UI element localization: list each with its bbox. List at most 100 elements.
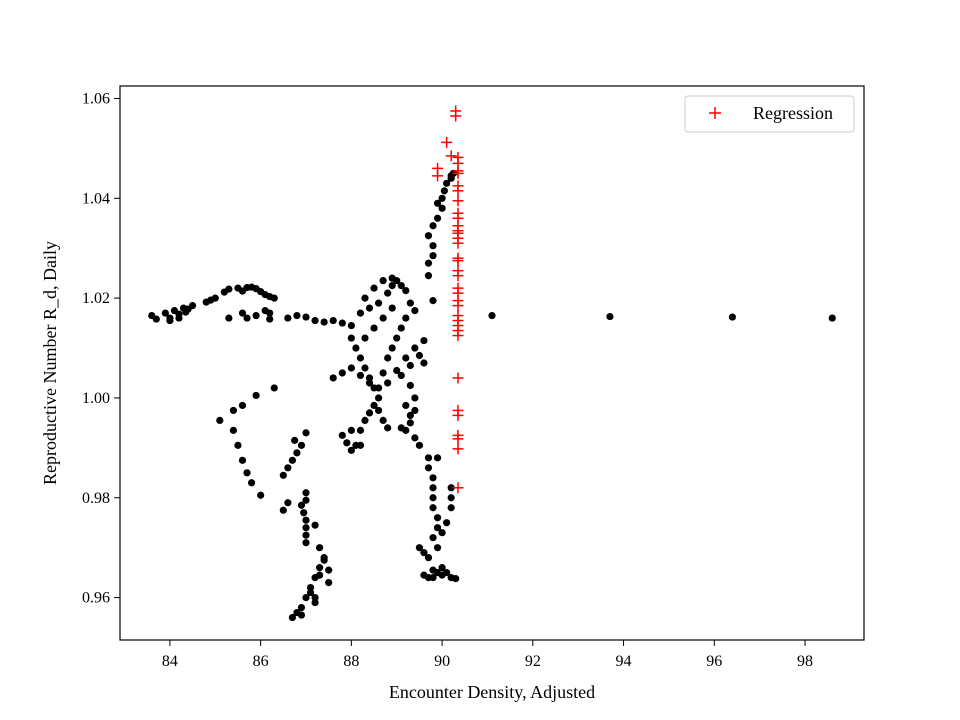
data-point	[443, 179, 451, 187]
data-point	[238, 456, 247, 464]
data-point	[302, 496, 310, 504]
data-point	[393, 366, 401, 375]
data-point	[243, 469, 251, 477]
data-point	[311, 521, 319, 529]
regression-point	[441, 136, 453, 148]
data-point	[302, 539, 310, 547]
data-point	[429, 574, 437, 582]
data-point	[402, 401, 410, 410]
data-point	[433, 524, 442, 532]
data-point	[297, 441, 306, 449]
x-axis: 84 86 88 90 92 94 96 98	[162, 640, 813, 670]
data-point	[302, 516, 310, 524]
data-point	[297, 501, 306, 509]
data-point	[152, 315, 160, 323]
data-point	[266, 315, 274, 323]
data-point	[388, 304, 396, 312]
x-tick-label: 84	[162, 653, 178, 670]
data-point	[161, 309, 169, 317]
data-point	[257, 491, 265, 499]
data-point	[384, 424, 392, 432]
data-point	[279, 471, 287, 479]
data-point	[402, 314, 410, 322]
data-point	[402, 287, 410, 295]
data-point	[384, 354, 392, 362]
data-point	[338, 431, 346, 439]
data-point	[365, 409, 374, 417]
data-point	[429, 484, 437, 492]
data-point	[429, 222, 437, 230]
data-point	[438, 529, 446, 537]
data-point	[356, 371, 365, 380]
x-tick-label: 94	[616, 653, 632, 670]
data-point	[356, 426, 365, 434]
legend-marker-plus	[709, 107, 721, 119]
data-point	[433, 454, 442, 462]
regression-point	[452, 409, 464, 421]
data-point	[347, 334, 355, 342]
data-point	[606, 312, 614, 321]
data-point	[320, 318, 328, 326]
data-point	[438, 194, 446, 202]
data-point	[420, 549, 428, 557]
data-point	[438, 564, 446, 572]
data-point	[406, 381, 414, 390]
data-point	[406, 411, 414, 420]
data-point	[166, 316, 174, 325]
data-point	[429, 297, 437, 305]
data-point	[429, 474, 437, 482]
data-point	[415, 441, 424, 449]
data-point	[284, 499, 292, 507]
data-point	[370, 401, 378, 410]
data-point	[329, 316, 337, 325]
data-point	[234, 441, 242, 449]
data-point	[388, 274, 396, 282]
regression-point	[432, 170, 444, 182]
x-tick-label: 98	[797, 653, 813, 670]
y-tick-label: 1.06	[82, 90, 110, 107]
data-point	[379, 416, 387, 424]
data-point	[402, 426, 410, 434]
regression-point	[452, 237, 464, 249]
y-axis: 0.96 0.98 1.00 1.02 1.04 1.06	[82, 90, 120, 607]
data-point	[302, 531, 310, 539]
regression-point	[452, 443, 464, 455]
x-axis-label: Encounter Density, Adjusted	[389, 682, 595, 702]
data-point	[488, 311, 496, 320]
data-point	[384, 379, 392, 387]
data-point	[424, 554, 433, 562]
data-point	[229, 406, 238, 415]
data-point	[306, 583, 315, 592]
data-point	[284, 464, 292, 472]
y-tick-label: 1.00	[82, 390, 110, 407]
data-point	[297, 611, 306, 619]
data-point	[433, 214, 442, 222]
data-point	[311, 598, 319, 607]
x-tick-label: 92	[525, 653, 541, 670]
data-point	[728, 313, 737, 321]
data-point	[397, 282, 405, 290]
regression-point	[445, 150, 457, 162]
data-point	[438, 204, 446, 212]
data-point	[347, 446, 355, 454]
data-point	[443, 519, 451, 527]
data-point	[438, 571, 446, 579]
data-point	[361, 334, 369, 342]
data-point	[302, 313, 310, 321]
data-point	[424, 454, 433, 462]
data-point	[329, 374, 337, 382]
y-axis-label: Reproductive Number R_d, Daily	[40, 241, 60, 485]
data-point	[297, 603, 306, 612]
data-point	[406, 299, 414, 307]
data-point	[338, 369, 346, 377]
data-point	[447, 504, 455, 512]
data-point	[347, 364, 355, 372]
data-point	[447, 494, 455, 502]
data-point	[238, 309, 247, 317]
data-point	[311, 316, 319, 325]
data-point	[361, 294, 369, 302]
data-point	[211, 294, 219, 302]
data-point	[411, 406, 419, 415]
regression-point	[450, 110, 462, 122]
